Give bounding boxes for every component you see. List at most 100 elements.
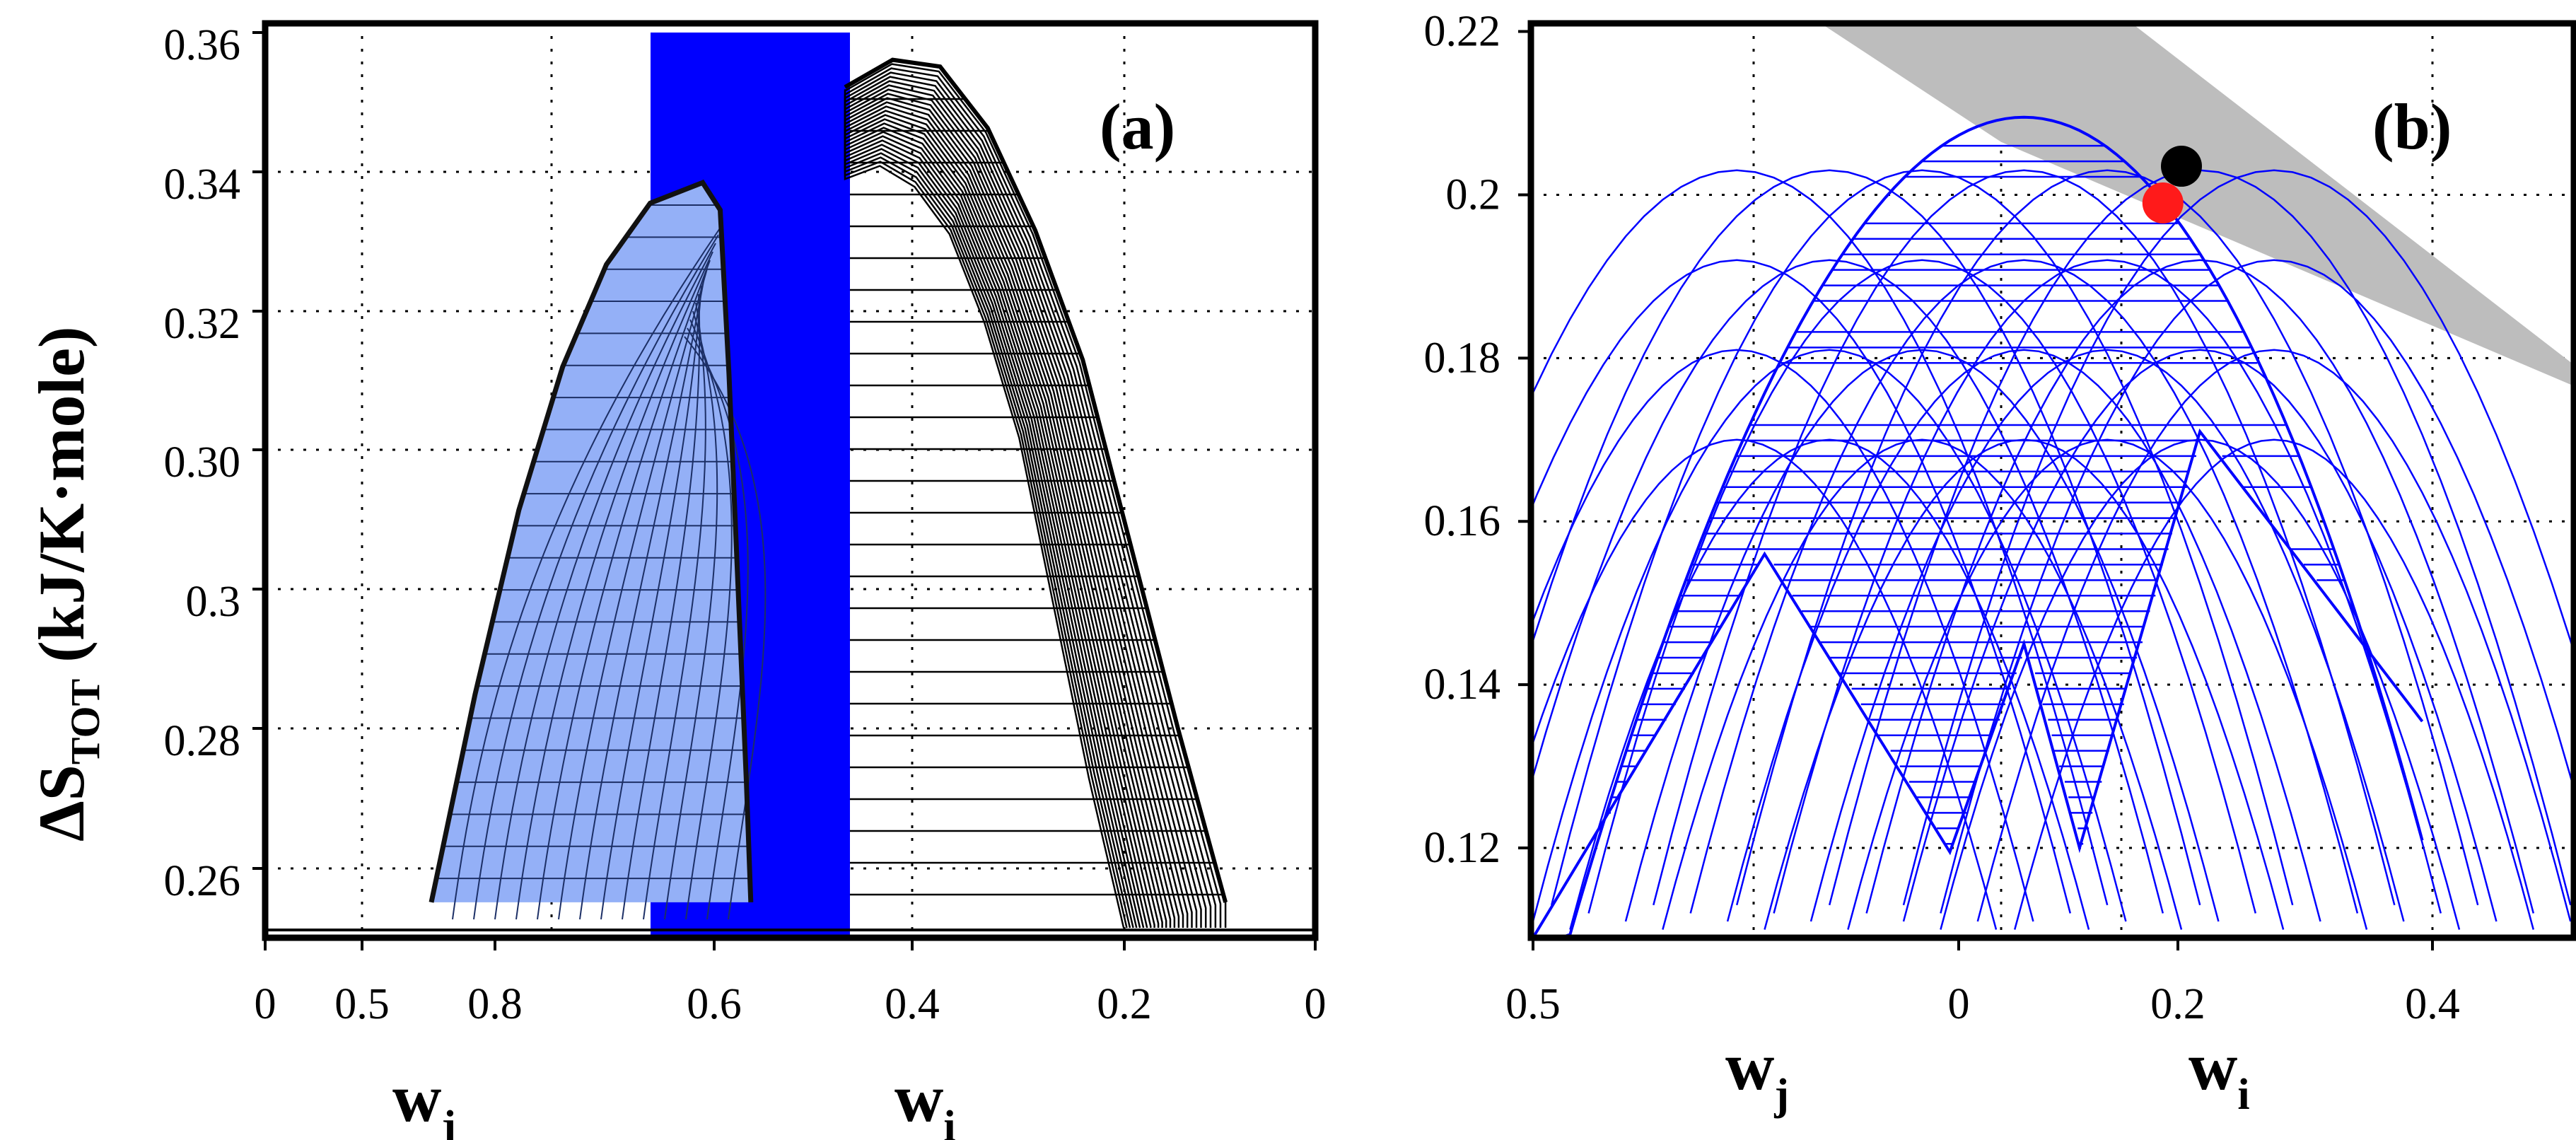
panel-b-y-tick-labels: 0.12 0.14 0.16 0.18 0.2 0.22 (1424, 8, 1501, 872)
panel-b-mesh-arc-3-0 (1764, 438, 2285, 930)
panel-a-curve-14 (844, 117, 1163, 928)
panel-a-filled-region (431, 182, 751, 902)
panel-b-mesh-lower-boundary (1532, 428, 2424, 938)
panel-a-curve-25 (844, 140, 1125, 929)
panel-b-ytick-label-2: 0.16 (1424, 497, 1501, 545)
panel-a-region-strand-11 (685, 319, 733, 920)
panel-a-curve-13 (844, 114, 1167, 928)
panel-a-ylabel: ΔSTOT (kJ/K·mole) (25, 326, 108, 842)
panel-b-mesh-arc-0-3 (1531, 169, 2109, 906)
panel-a-xlabel-right: wi (894, 1060, 956, 1140)
panel-b-xtick-label-2: 0.2 (2150, 980, 2205, 1028)
panel-b-mesh-arc-5-2 (1865, 259, 2535, 914)
panel-b-label: (b) (2372, 91, 2452, 163)
panel-a-y-tick-labels: 0.26 0.28 0.3 0.30 0.32 0.34 0.36 (164, 21, 241, 905)
panel-a-region-strand-3 (515, 251, 713, 920)
panel-b-ytick-label-5: 0.22 (1424, 8, 1501, 56)
panel-b-mesh-top-envelope (1533, 115, 2424, 938)
panel-b-mesh-arc-2-0 (1662, 438, 2183, 930)
panel-a-xtick-label-2: 0.8 (467, 980, 523, 1028)
panel-a-curve-5 (844, 80, 1202, 928)
panel-b-mesh-arc-4-0 (1847, 438, 2368, 930)
panel-b-mesh-arc-2-3 (1550, 169, 2294, 906)
panel-a-region-outline (429, 179, 754, 903)
panel-a-ytick-label-2: 0.3 (186, 578, 241, 626)
panel-a-xlabel-left: wj (392, 1060, 456, 1140)
panel-a-curve-11 (844, 105, 1176, 928)
panel-b-mesh-arc-6-1 (1976, 349, 2572, 922)
panel-a-ytick-label-4: 0.32 (164, 300, 241, 348)
panel-b: 0.12 0.14 0.16 0.18 0.2 0.22 0.5 0 0.2 0.4 (b) w… (1424, 8, 2576, 1119)
panel-a-frame (262, 20, 1319, 941)
panel-b-xlabel-left: wj (1725, 1028, 1789, 1119)
panel-a-curve-10 (844, 101, 1180, 928)
panel-a-region-strand-12 (687, 327, 749, 920)
panel-a-region-strand-10 (664, 310, 718, 920)
panel-a-curve-1 (844, 63, 1222, 928)
panel-a-region-strand-8 (622, 293, 701, 920)
panel-a-ticks (252, 31, 1317, 950)
panel-a-envelope (844, 57, 1228, 903)
panel-b-mesh-arc-2-1 (1624, 349, 2220, 922)
panel-b-xtick-label-1: 0 (1948, 980, 1970, 1028)
panel-a-region-strand-7 (600, 285, 702, 920)
panel-a-curve-7 (844, 88, 1193, 928)
panel-a-ytick-label-6: 0.36 (164, 21, 241, 69)
panel-a-region-strand-2 (494, 243, 716, 920)
panel-a-ytick-label-1: 0.28 (164, 717, 241, 765)
panel-a-curve-21 (844, 132, 1138, 929)
panel-a-curve-19 (844, 127, 1145, 929)
panel-b-mesh (1531, 115, 2574, 938)
panel-a-xtick-label-3: 0.6 (687, 980, 742, 1028)
panel-a-curve-6 (844, 84, 1198, 928)
panel-a-xtick-label-1: 0.5 (334, 980, 390, 1028)
panel-a-curve-12 (844, 110, 1172, 928)
panel-b-mesh-arc-0-0 (1531, 438, 1998, 930)
panel-b-ytick-label-3: 0.18 (1424, 334, 1501, 382)
panel-b-mesh-arc-3-1 (1726, 349, 2321, 922)
panel-a-curve-24 (844, 138, 1128, 929)
panel-b-x-tick-labels: 0.5 0 0.2 0.4 (1505, 980, 2460, 1028)
panel-b-mesh-arc-1-1 (1532, 349, 2127, 922)
panel-a-region-strand-9 (643, 302, 706, 920)
panel-b-xlabel-right: wi (2189, 1028, 2250, 1119)
panel-a-curve-9 (844, 97, 1184, 928)
panel-a-curve-family (844, 57, 1228, 929)
panel-a-curve-22 (844, 134, 1134, 929)
panel-a-xtick-label-5: 0.2 (1097, 980, 1152, 1028)
panel-b-xtick-label-0: 0.5 (1505, 980, 1561, 1028)
panel-a-curve-2 (844, 67, 1217, 928)
panel-a-ytick-label-3: 0.30 (164, 438, 241, 487)
panel-a-curve-17 (844, 123, 1152, 928)
panel-a-x-tick-labels: 0 0.5 0.8 0.6 0.4 0.2 0 (255, 980, 1327, 1028)
panel-b-mesh-arc-1-3 (1531, 169, 2201, 906)
panel-a-curve-8 (844, 93, 1189, 928)
panel-a-curve-3 (844, 71, 1212, 928)
panel-b-black-point (2161, 146, 2202, 187)
panel-a-xtick-label-0: 0 (255, 980, 276, 1028)
panel-b-mesh-arc-4-3 (1735, 169, 2479, 906)
panel-a-curve-15 (844, 119, 1160, 928)
panel-b-mesh-arc-6-2 (1940, 259, 2574, 914)
panel-b-mesh-arc-3-2 (1689, 259, 2359, 914)
panel-b-xtick-label-3: 0.4 (2405, 980, 2460, 1028)
panel-b-mesh-arc-3-3 (1653, 169, 2396, 906)
panel-b-ticks (1518, 30, 2434, 950)
panel-b-mesh-arc-5-1 (1902, 349, 2498, 922)
panel-b-mesh-arc-4-1 (1809, 349, 2405, 922)
panel-a: 0.26 0.28 0.3 0.30 0.32 0.34 0.36 0 0.5 0.8 0.6 0.… (25, 20, 1327, 1140)
panel-b-mesh-arc-6-0 (2013, 438, 2535, 930)
panel-b-mesh-arc-4-2 (1773, 259, 2442, 914)
panel-b-mesh-arc-0-1 (1531, 349, 2034, 922)
panel-a-region-strand-0 (452, 226, 722, 920)
panel-a-curve-4 (844, 76, 1207, 928)
panel-b-red-point (2142, 182, 2184, 223)
panel-b-frame (1527, 20, 2576, 941)
panel-b-grey-band (1821, 23, 2574, 386)
panel-b-mesh-arc-0-2 (1531, 259, 2072, 914)
panel-a-region-strand-4 (537, 260, 711, 920)
panel-a-horizontal-lines (850, 98, 1224, 896)
panel-b-mesh-arc-2-2 (1587, 259, 2257, 914)
panel-a-xtick-label-6: 0 (1305, 980, 1327, 1028)
